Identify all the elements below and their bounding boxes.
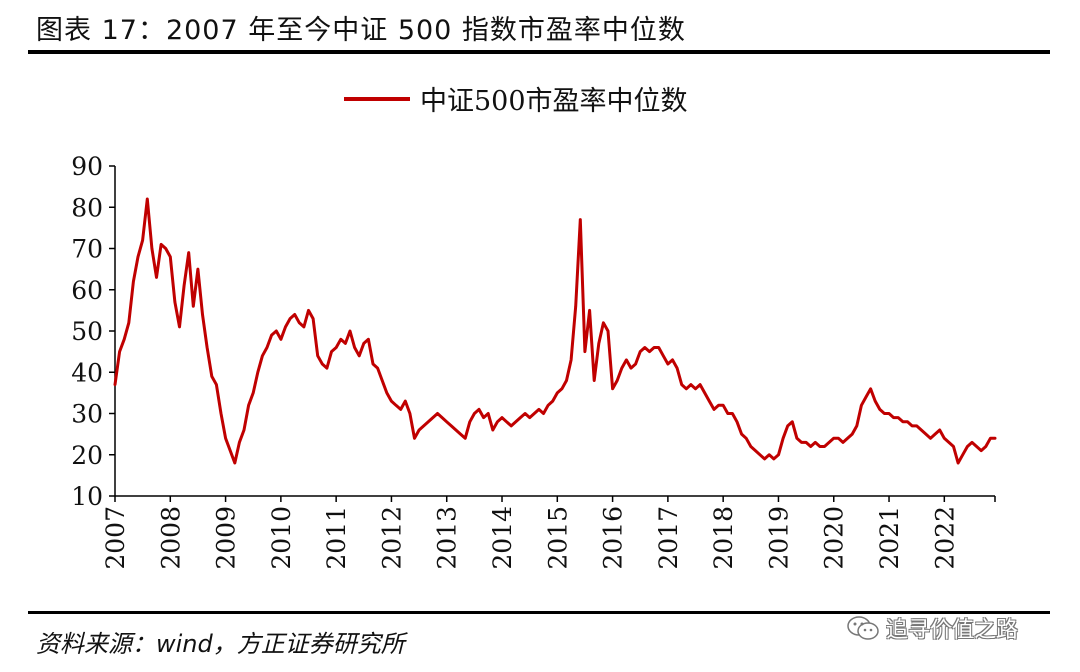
y-tick-label: 90 [71, 152, 103, 181]
watermark-text: 追寻价值之路 [886, 618, 1019, 643]
bottom-rule [28, 611, 1050, 614]
top-rule [28, 50, 1050, 54]
series-line [113, 197, 997, 465]
x-tick-label: 2021 [875, 506, 904, 570]
y-tick-label: 60 [71, 276, 103, 305]
x-axis: 2007 2008 2009 2010 2011 2012 2013 2014 2015 2016… [101, 495, 996, 570]
y-tick-label: 20 [71, 441, 103, 470]
y-tick-label: 40 [71, 358, 103, 387]
y-tick-label: 50 [71, 317, 103, 346]
x-tick-label: 2020 [820, 506, 849, 570]
x-tick-label: 2018 [709, 506, 738, 570]
y-axis: 10 20 30 40 50 60 70 80 90 [71, 152, 116, 511]
x-tick-label: 2008 [156, 506, 185, 570]
x-tick-label: 2019 [764, 506, 793, 570]
x-tick-label: 2010 [267, 506, 296, 570]
y-tick-label: 30 [71, 400, 103, 429]
y-tick-label: 80 [71, 193, 103, 222]
y-tick-label: 10 [71, 482, 103, 511]
x-tick-label: 2022 [930, 506, 959, 570]
legend-label: 中证500市盈率中位数 [420, 86, 688, 117]
source-note: 资料来源：wind，方正证券研究所 [36, 630, 405, 658]
x-tick-label: 2009 [212, 506, 241, 570]
legend: 中证500市盈率中位数 [344, 86, 688, 117]
wechat-icon [847, 616, 879, 640]
x-tick-label: 2011 [322, 506, 351, 570]
x-tick-label: 2013 [433, 506, 462, 570]
x-tick-label: 2015 [543, 506, 572, 570]
y-tick-label: 70 [71, 235, 103, 264]
x-tick-label: 2007 [101, 506, 130, 570]
x-tick-label: 2017 [654, 506, 683, 570]
series-layer [113, 197, 997, 465]
x-tick-label: 2012 [377, 506, 406, 570]
x-tick-label: 2016 [599, 506, 628, 570]
figure-title: 图表 17：2007 年至今中证 500 指数市盈率中位数 [36, 15, 686, 46]
x-tick-label: 2014 [488, 506, 517, 570]
watermark: 追寻价值之路 [846, 612, 1018, 644]
